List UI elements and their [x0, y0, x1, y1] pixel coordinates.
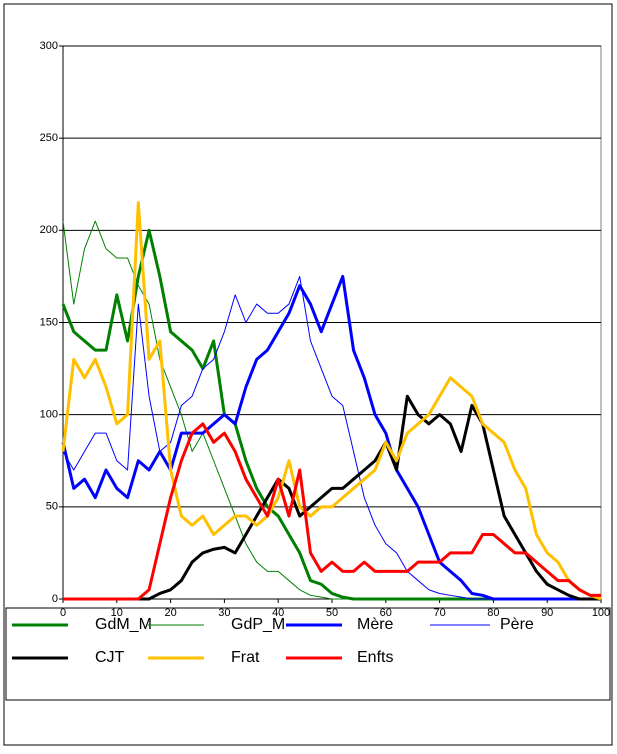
series-line [63, 394, 601, 601]
y-tick-label: 200 [40, 224, 58, 236]
x-tick-label: 10 [111, 607, 123, 619]
y-tick-label: 150 [40, 316, 58, 328]
x-tick-label: 0 [60, 607, 66, 619]
x-tick-label: 20 [164, 607, 176, 619]
legend-label: Mère [357, 616, 394, 633]
y-tick-label: 0 [52, 593, 58, 605]
legend-label: GdP_M [231, 616, 285, 633]
x-tick-label: 60 [380, 607, 392, 619]
x-tick-label: 50 [326, 607, 338, 619]
y-tick-label: 50 [46, 501, 58, 513]
legend-label: Frat [231, 649, 260, 666]
series-line [61, 201, 602, 601]
x-tick-label: 70 [433, 607, 445, 619]
x-tick-label: 40 [272, 607, 284, 619]
series-line [62, 275, 601, 600]
x-tick-label: 30 [218, 607, 230, 619]
y-tick-label: 300 [40, 40, 58, 52]
legend-label: Père [500, 616, 534, 633]
x-tick-label: 90 [541, 607, 553, 619]
y-tick-label: 100 [40, 409, 58, 421]
x-tick-label: 80 [487, 607, 499, 619]
legend-label: GdM_M [95, 616, 152, 633]
legend-box [5, 607, 611, 701]
legend-label: CJT [95, 649, 125, 666]
y-tick-label: 250 [40, 132, 58, 144]
legend-label: Enfts [357, 649, 393, 666]
series-line [63, 422, 601, 601]
x-tick-label: 100 [592, 607, 610, 619]
